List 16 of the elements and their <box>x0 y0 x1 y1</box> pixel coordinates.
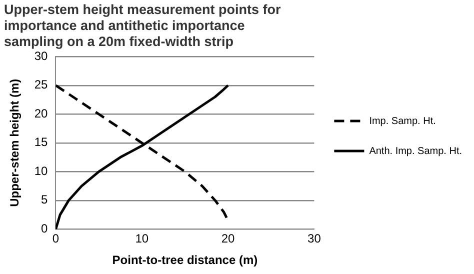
x-tick-label: 0 <box>52 232 60 246</box>
y-tick-label: 30 <box>34 48 48 63</box>
y-tick-label: 20 <box>34 106 48 120</box>
y-tick-label: 25 <box>34 78 48 92</box>
legend-label: Imp. Samp. Ht. <box>369 116 436 127</box>
y-tick-label: 5 <box>41 192 48 207</box>
y-tick-label: 0 <box>41 222 48 236</box>
y-axis-title: Upper-stem height (m) <box>8 78 22 207</box>
y-tick-label: 15 <box>34 135 48 150</box>
chart-title: Upper-stem height measurement points for importance and antithetic importance sampling on a 20m fixed-width strip <box>4 2 282 50</box>
y-tick-label: 10 <box>34 164 48 178</box>
x-axis-title: Point-to-tree distance (m) <box>112 253 258 268</box>
legend-label: Anth. Imp. Samp. Ht. <box>369 146 462 157</box>
x-tick-label: 20 <box>221 232 236 246</box>
x-tick-label: 10 <box>135 232 149 246</box>
x-tick-label: 30 <box>308 232 322 246</box>
